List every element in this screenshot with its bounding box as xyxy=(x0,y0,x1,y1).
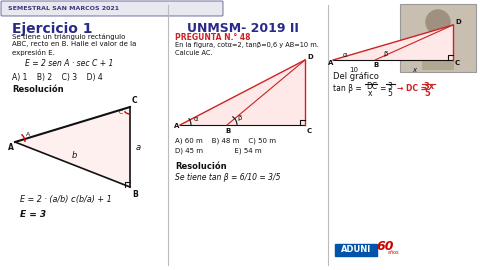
Text: b: b xyxy=(72,151,77,160)
Text: 3x: 3x xyxy=(423,82,434,91)
Text: expresión E.: expresión E. xyxy=(12,49,55,56)
Text: Del gráfico: Del gráfico xyxy=(333,72,379,81)
Text: D: D xyxy=(307,54,313,60)
Text: C: C xyxy=(132,96,138,105)
Text: x: x xyxy=(412,67,416,73)
Text: ABC, recto en B. Halle el valor de la: ABC, recto en B. Halle el valor de la xyxy=(12,41,136,47)
Text: ADUNI: ADUNI xyxy=(341,245,371,255)
Text: A: A xyxy=(8,143,14,152)
FancyBboxPatch shape xyxy=(400,4,476,72)
Text: C: C xyxy=(455,60,460,66)
Text: D) 45 m              E) 54 m: D) 45 m E) 54 m xyxy=(175,148,262,154)
Text: 3: 3 xyxy=(387,82,392,91)
Text: En la figura, cotα=2, tanβ=0,6 y AB=10 m.: En la figura, cotα=2, tanβ=0,6 y AB=10 m… xyxy=(175,42,319,48)
Text: tan β =: tan β = xyxy=(333,84,362,93)
Text: SEMESTRAL SAN MARCOS 2021: SEMESTRAL SAN MARCOS 2021 xyxy=(8,6,119,12)
Text: Resolución: Resolución xyxy=(12,85,64,94)
Text: 60: 60 xyxy=(376,241,394,254)
Text: B: B xyxy=(373,62,378,68)
Text: x: x xyxy=(368,89,372,98)
Text: β: β xyxy=(237,115,241,121)
Circle shape xyxy=(426,10,450,34)
Text: A) 1    B) 2    C) 3    D) 4: A) 1 B) 2 C) 3 D) 4 xyxy=(12,73,103,82)
Text: c: c xyxy=(70,195,75,204)
Text: 5: 5 xyxy=(387,89,392,98)
Text: Calcule AC.: Calcule AC. xyxy=(175,50,213,56)
Polygon shape xyxy=(180,60,305,125)
Text: D: D xyxy=(455,19,461,25)
Polygon shape xyxy=(15,107,130,187)
FancyBboxPatch shape xyxy=(1,1,223,16)
Text: UNMSM- 2019 II: UNMSM- 2019 II xyxy=(187,22,299,35)
Text: C: C xyxy=(119,110,123,115)
Text: años: años xyxy=(388,251,400,255)
Text: B: B xyxy=(225,128,230,134)
Text: A) 60 m    B) 48 m    C) 50 m: A) 60 m B) 48 m C) 50 m xyxy=(175,138,276,144)
Text: E = 2 · (a/b) · (b/a) + 1: E = 2 · (a/b) · (b/a) + 1 xyxy=(20,195,112,204)
FancyBboxPatch shape xyxy=(335,244,377,256)
Text: PREGUNTA N.° 48: PREGUNTA N.° 48 xyxy=(175,33,251,42)
Text: =: = xyxy=(379,84,385,93)
Text: β: β xyxy=(383,51,387,57)
Text: A: A xyxy=(174,123,180,129)
Text: E = 2 sen A · sec C + 1: E = 2 sen A · sec C + 1 xyxy=(25,59,113,68)
Text: Ejercicio 1: Ejercicio 1 xyxy=(12,22,93,36)
Polygon shape xyxy=(333,25,453,60)
Text: B: B xyxy=(132,190,138,199)
Text: α: α xyxy=(194,116,199,122)
Text: A: A xyxy=(26,132,30,137)
FancyBboxPatch shape xyxy=(422,48,454,70)
Text: 5: 5 xyxy=(424,89,430,98)
Text: α: α xyxy=(343,52,348,58)
Text: DC: DC xyxy=(366,82,377,91)
Text: Se tiene tan β = 6/10 = 3/5: Se tiene tan β = 6/10 = 3/5 xyxy=(175,173,280,182)
Text: C: C xyxy=(307,128,312,134)
Text: a: a xyxy=(136,143,141,151)
Text: E = 3: E = 3 xyxy=(20,210,46,219)
Text: → DC =: → DC = xyxy=(397,84,427,93)
Text: Resolución: Resolución xyxy=(175,162,227,171)
Text: 10: 10 xyxy=(349,67,359,73)
Text: Se tiene un triángulo rectángulo: Se tiene un triángulo rectángulo xyxy=(12,33,125,39)
Text: A: A xyxy=(328,60,334,66)
